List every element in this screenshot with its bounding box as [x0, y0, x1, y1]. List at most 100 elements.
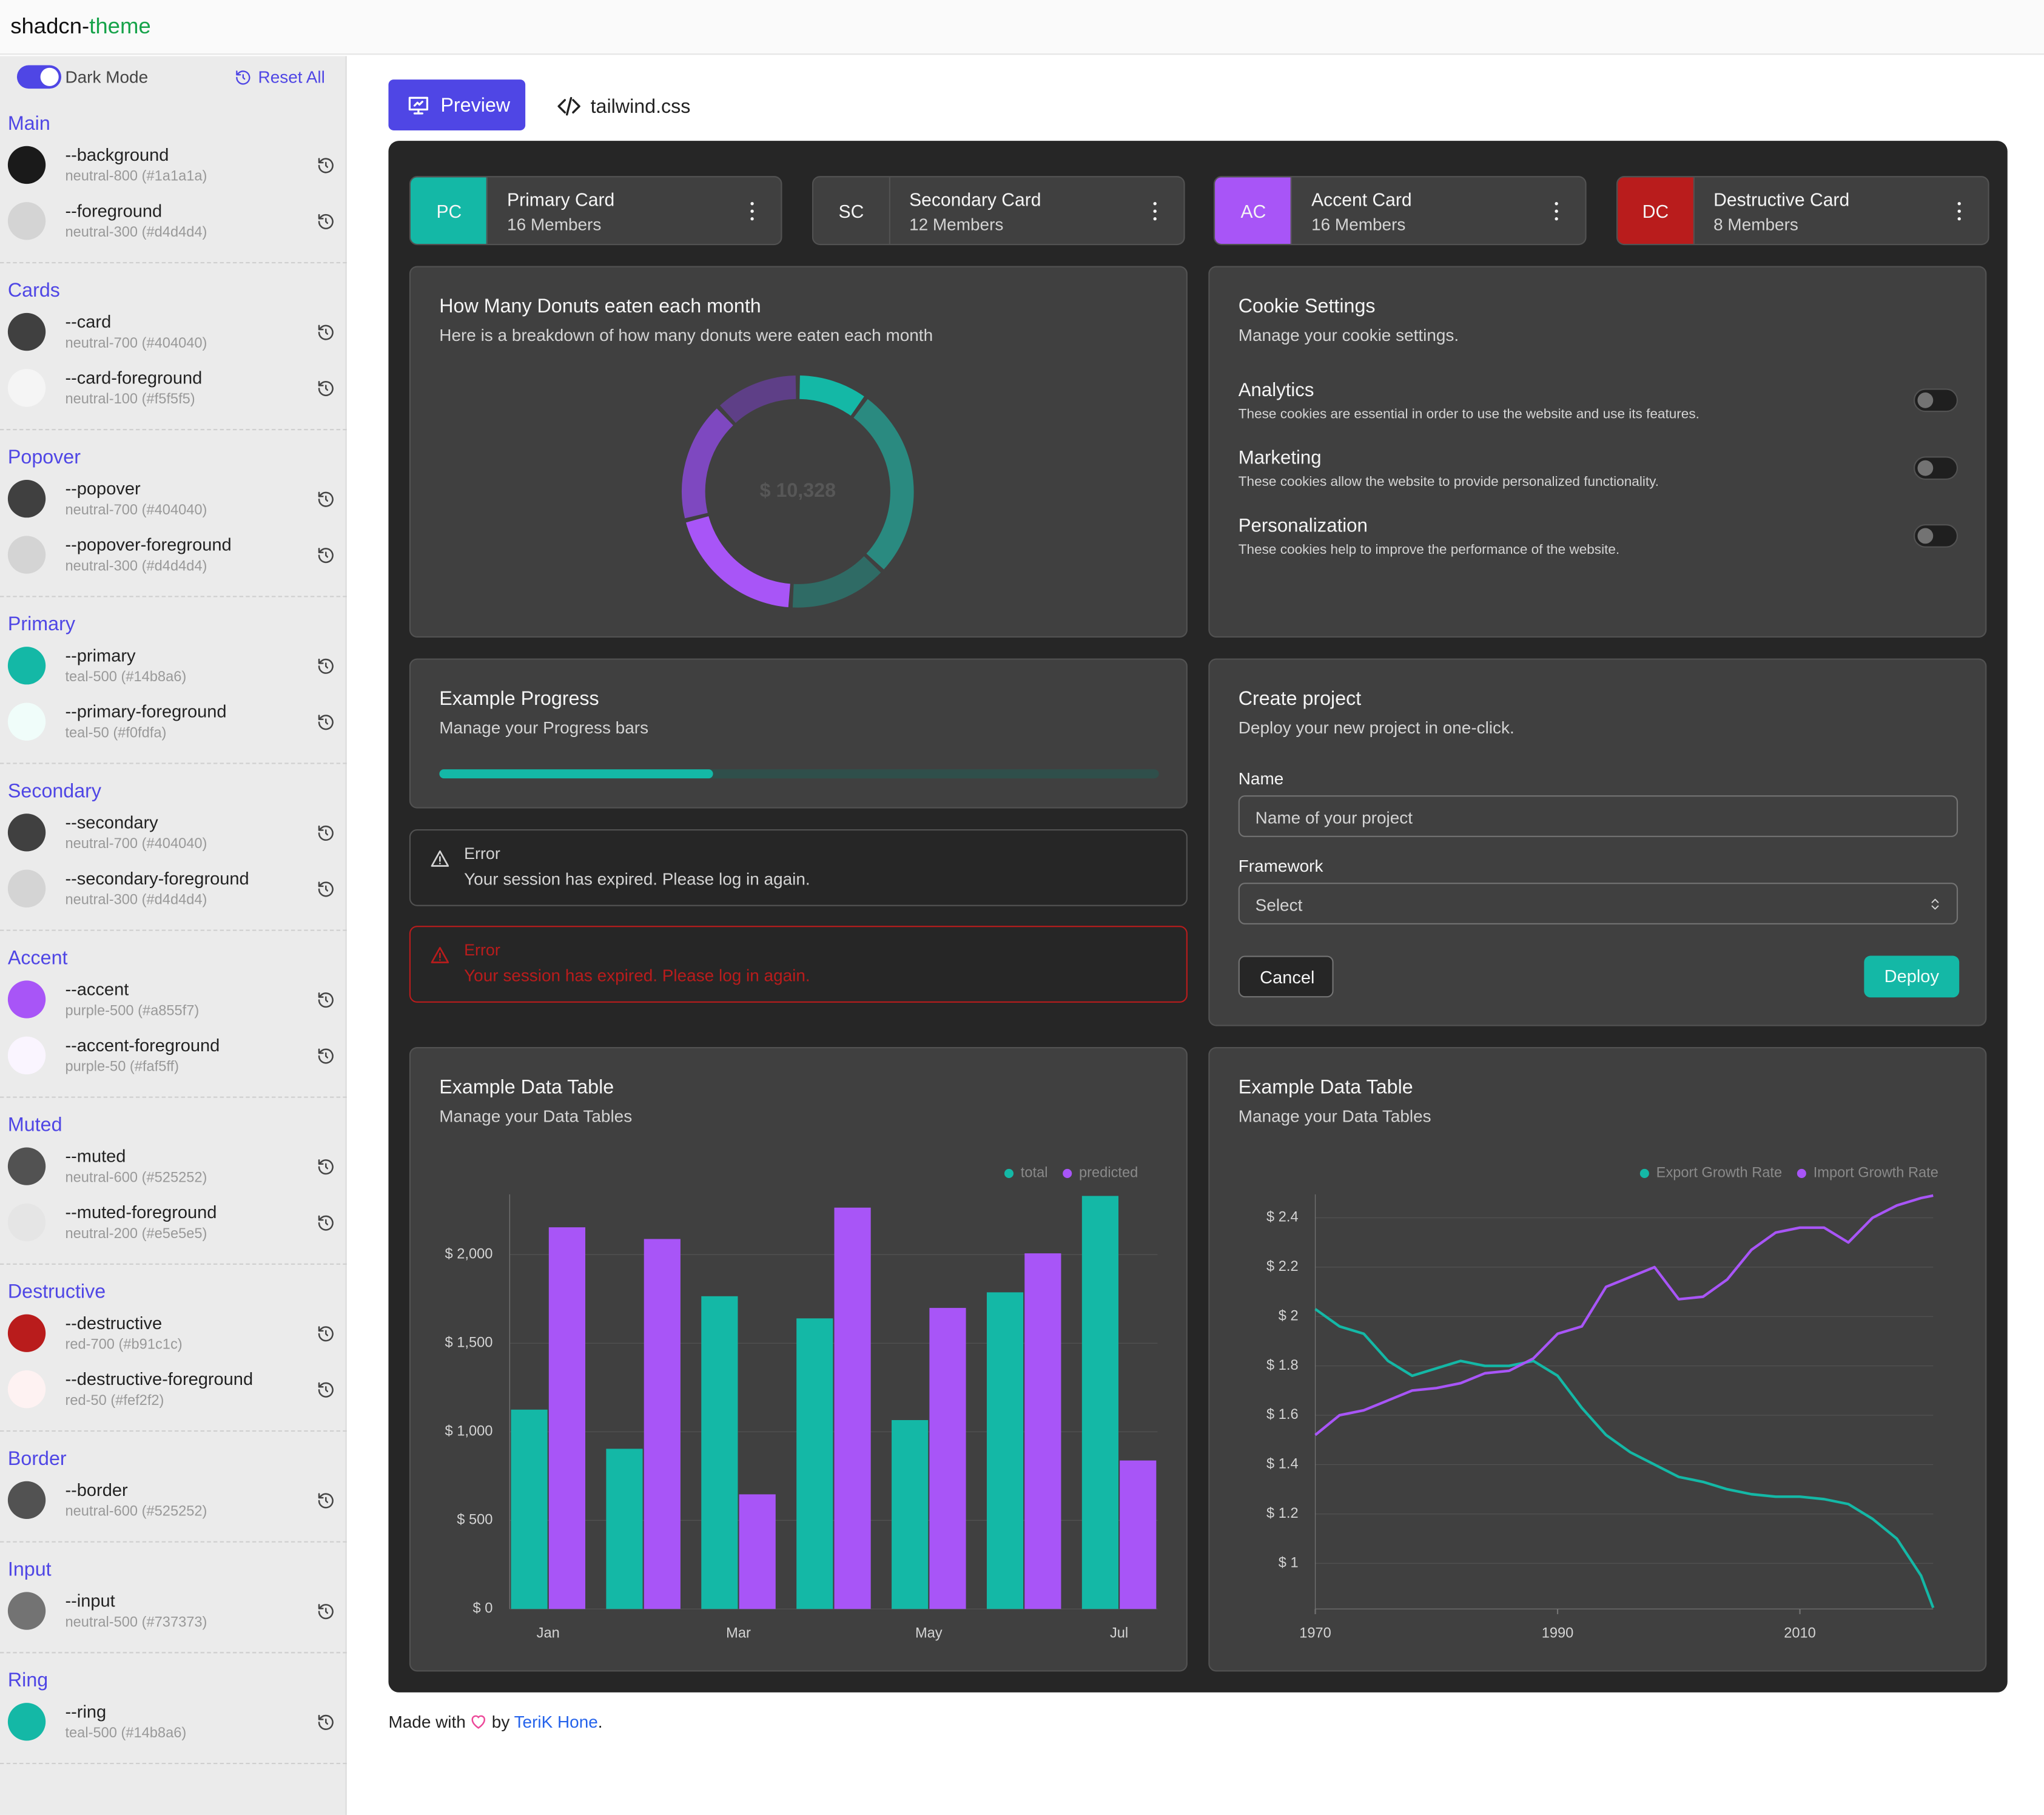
color-swatch[interactable]: [7, 702, 46, 741]
preview-icon-path: [408, 96, 429, 115]
color-swatch[interactable]: [7, 1370, 46, 1409]
color-swatch[interactable]: [7, 980, 46, 1019]
x-tick-label: Mar: [726, 1625, 751, 1641]
cookie-switch[interactable]: [1914, 456, 1958, 480]
color-swatch[interactable]: [7, 369, 46, 407]
reset-icon[interactable]: [317, 991, 335, 1009]
card-menu[interactable]: [1141, 198, 1168, 224]
color-swatch[interactable]: [7, 813, 46, 852]
color-swatch[interactable]: [7, 1703, 46, 1741]
color-swatch[interactable]: [7, 1481, 46, 1520]
donut-segment: [720, 375, 796, 423]
framework-select[interactable]: Select: [1238, 883, 1958, 924]
reset-icon[interactable]: [317, 1381, 335, 1399]
reset-icon[interactable]: [317, 157, 335, 175]
code-icon[interactable]: [557, 94, 582, 119]
variable-desc: neutral-300 (#d4d4d4): [65, 892, 207, 909]
variable-desc: purple-500 (#a855f7): [65, 1003, 200, 1019]
deploy-button[interactable]: Deploy: [1864, 955, 1960, 998]
y-tick-label: $ 1.8: [1266, 1358, 1299, 1373]
color-swatch[interactable]: [7, 479, 46, 518]
reset-icon[interactable]: [317, 547, 335, 565]
legend-label: total: [1021, 1165, 1048, 1181]
section-title: Secondary: [7, 780, 102, 803]
name-input[interactable]: Name of your project: [1238, 795, 1958, 837]
card-subtitle: Manage your Data Tables: [1238, 1106, 1431, 1126]
reset-icon[interactable]: [317, 490, 335, 508]
preview-icon: [408, 96, 429, 115]
variable-desc: neutral-300 (#d4d4d4): [65, 559, 207, 574]
x-tick-label: 2010: [1784, 1625, 1816, 1641]
tab-tailwind[interactable]: tailwind.css: [590, 95, 691, 118]
color-swatch[interactable]: [7, 1314, 46, 1352]
cookie-desc: These cookies allow the website to provi…: [1238, 474, 1659, 490]
cookie-label: Personalization: [1238, 516, 1368, 537]
footer-author[interactable]: TeriK Hone: [514, 1712, 598, 1732]
variable-desc: neutral-100 (#f5f5f5): [65, 391, 195, 408]
reset-icon-path: [318, 1215, 334, 1231]
card-avatar: DC: [1617, 177, 1694, 244]
cancel-button[interactable]: Cancel: [1238, 955, 1334, 998]
reset-icon[interactable]: [317, 657, 335, 675]
y-tick-label: $ 2,000: [445, 1246, 493, 1262]
color-swatch[interactable]: [7, 536, 46, 574]
donut-card: How Many Donuts eaten each month Here is …: [409, 266, 1188, 638]
reset-icon[interactable]: [317, 212, 335, 231]
section-title: Accent: [7, 947, 68, 970]
card-menu[interactable]: [1544, 198, 1570, 224]
reset-icon[interactable]: [317, 1158, 335, 1176]
reset-icon[interactable]: [317, 323, 335, 342]
dark-mode-toggle[interactable]: [16, 65, 62, 89]
reset-icon[interactable]: [317, 824, 335, 842]
reset-icon[interactable]: [317, 880, 335, 898]
reset-icon[interactable]: [317, 1713, 335, 1731]
color-swatch[interactable]: [7, 869, 46, 907]
reset-icon[interactable]: [317, 379, 335, 397]
card-title: Create project: [1238, 687, 1362, 710]
color-swatch[interactable]: [7, 202, 46, 240]
reset-icon[interactable]: [317, 713, 335, 732]
color-swatch[interactable]: [7, 312, 46, 351]
color-swatch[interactable]: [7, 146, 46, 184]
y-tick-label: $ 1.2: [1266, 1506, 1299, 1521]
brand-accent: theme: [89, 13, 151, 39]
reset-icon[interactable]: [317, 1603, 335, 1621]
reset-icon[interactable]: [317, 1214, 335, 1232]
section-title: Input: [7, 1558, 52, 1581]
variable-desc: neutral-600 (#525252): [65, 1170, 207, 1186]
reset-all-icon[interactable]: [235, 69, 252, 86]
reset-icon[interactable]: [317, 1047, 335, 1065]
reset-all[interactable]: Reset All: [258, 67, 325, 87]
color-swatch[interactable]: [7, 1592, 46, 1630]
variable-name: --accent-foreground: [65, 1035, 220, 1056]
cookie-switch[interactable]: [1914, 388, 1958, 412]
cookie-switch[interactable]: [1914, 524, 1958, 548]
color-swatch[interactable]: [7, 1036, 46, 1075]
reset-icon[interactable]: [317, 1492, 335, 1510]
card-abbr: AC: [1240, 201, 1266, 222]
section-title: Main: [7, 112, 50, 135]
tab-preview-label: Preview: [440, 94, 511, 117]
card-menu[interactable]: [739, 198, 765, 224]
card-menu[interactable]: [1946, 198, 1972, 224]
color-swatch[interactable]: [7, 1203, 46, 1242]
reset-icon-path: [318, 158, 334, 173]
y-tick-label: $ 1.6: [1266, 1407, 1299, 1423]
color-swatch[interactable]: [7, 1147, 46, 1185]
variable-name: --destructive-foreground: [65, 1369, 254, 1389]
reset-icon[interactable]: [317, 1325, 335, 1343]
bar: [1024, 1253, 1061, 1609]
alert-icon-path: [431, 947, 449, 963]
reset-icon-path: [318, 380, 334, 397]
color-swatch[interactable]: [7, 647, 46, 685]
y-tick-label: $ 0: [473, 1601, 493, 1617]
y-tick-label: $ 1: [1279, 1555, 1299, 1571]
card-subtitle: Manage your cookie settings.: [1238, 325, 1459, 345]
x-tick-label: 1990: [1542, 1625, 1574, 1641]
variable-desc: neutral-700 (#404040): [65, 836, 207, 852]
tab-preview[interactable]: Preview: [388, 79, 526, 130]
card-members: 16 Members: [507, 214, 602, 234]
card-members: 12 Members: [909, 214, 1004, 234]
alert-icon: [431, 850, 449, 867]
variable-desc: neutral-800 (#1a1a1a): [65, 169, 207, 185]
